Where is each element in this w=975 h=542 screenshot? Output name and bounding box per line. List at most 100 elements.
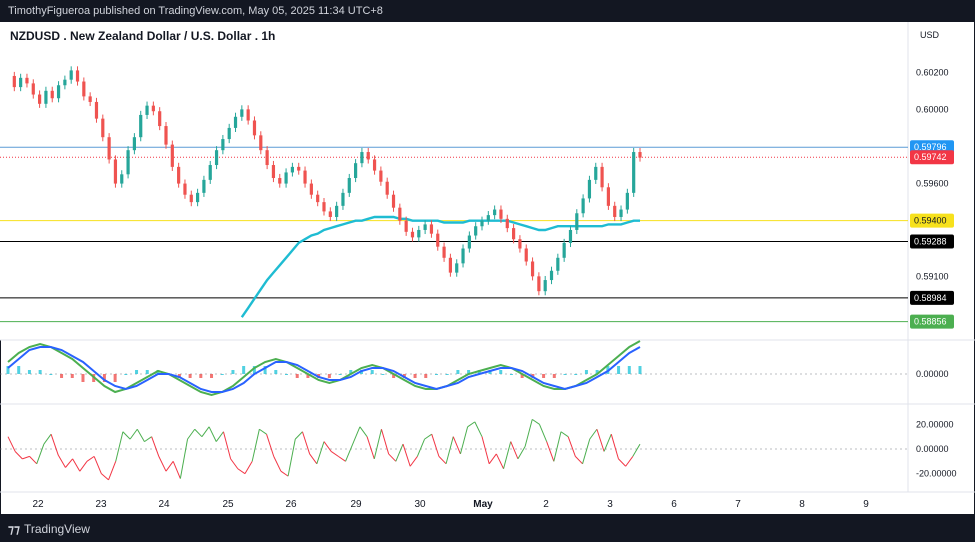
osc1-hist-bar bbox=[563, 374, 567, 375]
osc2-segment bbox=[36, 443, 45, 464]
osc1-hist-bar bbox=[135, 370, 139, 374]
candle-body bbox=[442, 246, 446, 258]
osc1-series-0 bbox=[7, 340, 641, 397]
osc2-segment bbox=[301, 431, 311, 455]
candle-body bbox=[404, 220, 408, 232]
candle-body bbox=[556, 257, 560, 271]
price-tick-label: 0.59600 bbox=[916, 179, 949, 189]
osc2-segment bbox=[388, 453, 397, 462]
candle-body bbox=[530, 261, 535, 277]
candle-body bbox=[366, 152, 370, 160]
tradingview-logo[interactable]: ⁊⁊ TradingView bbox=[8, 522, 90, 536]
time-tick-label: May bbox=[473, 499, 493, 510]
osc2-segment bbox=[352, 426, 361, 445]
time-tick-label: 9 bbox=[863, 499, 869, 510]
candle-body bbox=[240, 109, 244, 117]
osc1-hist-bar bbox=[70, 374, 74, 378]
candle-body bbox=[196, 192, 200, 203]
osc2-segment bbox=[115, 431, 124, 462]
candle-body bbox=[436, 233, 440, 247]
osc2-segment bbox=[445, 436, 454, 464]
candle-body bbox=[398, 207, 402, 221]
brand-text: TradingView bbox=[23, 522, 90, 536]
candle-body bbox=[120, 174, 124, 184]
candle-body bbox=[309, 183, 313, 195]
candle-body bbox=[423, 224, 427, 230]
osc2-segment bbox=[373, 429, 382, 459]
osc1-hist-bar bbox=[113, 374, 117, 382]
candle-body bbox=[417, 229, 421, 238]
osc2-segment bbox=[108, 461, 117, 481]
candle-body bbox=[385, 181, 389, 195]
candle-body bbox=[581, 198, 585, 214]
osc2-segment bbox=[287, 439, 296, 477]
osc2-segment bbox=[503, 441, 512, 469]
candle-body bbox=[549, 270, 554, 281]
candle-body bbox=[132, 137, 136, 151]
candle-body bbox=[56, 85, 61, 99]
candle-body bbox=[126, 150, 130, 175]
candle-body bbox=[303, 170, 307, 184]
osc2-segment bbox=[416, 438, 426, 457]
osc2-segment bbox=[14, 451, 23, 460]
candle-body bbox=[12, 75, 16, 88]
osc1-hist-bar bbox=[349, 370, 353, 374]
osc2-segment bbox=[280, 470, 289, 477]
candle-body bbox=[290, 166, 294, 173]
osc2-segment bbox=[510, 441, 519, 460]
candle-body bbox=[316, 194, 320, 203]
candle-body bbox=[347, 178, 351, 193]
osc1-hist-bar bbox=[617, 366, 621, 374]
osc2-segment bbox=[136, 429, 145, 442]
candle-body bbox=[467, 235, 471, 249]
candle-body bbox=[429, 224, 434, 234]
osc2-segment bbox=[459, 426, 469, 455]
time-tick-label: 3 bbox=[607, 499, 613, 510]
osc2-segment bbox=[144, 436, 152, 443]
osc1-hist-bar bbox=[210, 374, 214, 378]
candle-body bbox=[88, 96, 92, 102]
osc1-hist-bar bbox=[456, 370, 460, 374]
osc2-tick-label: -20.00000 bbox=[916, 469, 957, 479]
candle-body bbox=[31, 83, 35, 95]
candle-body bbox=[259, 135, 263, 151]
osc2-segment bbox=[222, 431, 232, 459]
price-tick-label: 0.59100 bbox=[916, 271, 949, 281]
chart-canvas[interactable]: NZDUSD . New Zealand Dollar / U.S. Dolla… bbox=[0, 22, 975, 514]
time-tick-label: 25 bbox=[222, 499, 234, 510]
candle-body bbox=[19, 77, 23, 88]
osc2-segment bbox=[172, 461, 181, 479]
osc2-segment bbox=[618, 458, 626, 467]
osc1-hist-bar bbox=[274, 370, 278, 374]
osc1-hist-bar bbox=[595, 370, 599, 374]
osc1-hist-bar bbox=[145, 370, 149, 374]
osc2-segment bbox=[316, 441, 325, 464]
oscillator-2-pane: 20.00000 0.00000 -20.00000 bbox=[0, 418, 957, 481]
candle-body bbox=[480, 220, 484, 227]
candle-body bbox=[69, 70, 73, 80]
osc2-segment bbox=[330, 451, 339, 457]
time-tick-label: 26 bbox=[285, 499, 297, 510]
osc2-segment bbox=[632, 443, 641, 457]
osc2-segment bbox=[610, 434, 619, 460]
osc1-hist-bar bbox=[49, 374, 53, 375]
candle-body bbox=[252, 120, 257, 136]
osc2-segment bbox=[22, 455, 30, 460]
osc1-hist-bar bbox=[413, 374, 417, 378]
price-pane[interactable] bbox=[0, 22, 908, 340]
osc1-hist-bar bbox=[370, 370, 374, 374]
osc1-hist-bar bbox=[499, 370, 503, 374]
osc1-hist-bar bbox=[552, 374, 556, 378]
osc2-segment bbox=[538, 424, 548, 442]
osc2-segment bbox=[294, 431, 303, 440]
time-axis-ticks: 22 23 24 25 26 29 30 May 2 3 6 7 8 9 bbox=[32, 499, 869, 510]
currency-label[interactable]: USD bbox=[920, 30, 940, 40]
osc1-hist-bar bbox=[6, 366, 10, 374]
candle-body bbox=[75, 70, 80, 82]
osc2-segment bbox=[179, 439, 189, 479]
osc2-segment bbox=[86, 455, 95, 462]
osc1-hist-bar bbox=[306, 374, 310, 378]
candle-body bbox=[379, 170, 383, 182]
osc2-segment bbox=[101, 473, 109, 481]
